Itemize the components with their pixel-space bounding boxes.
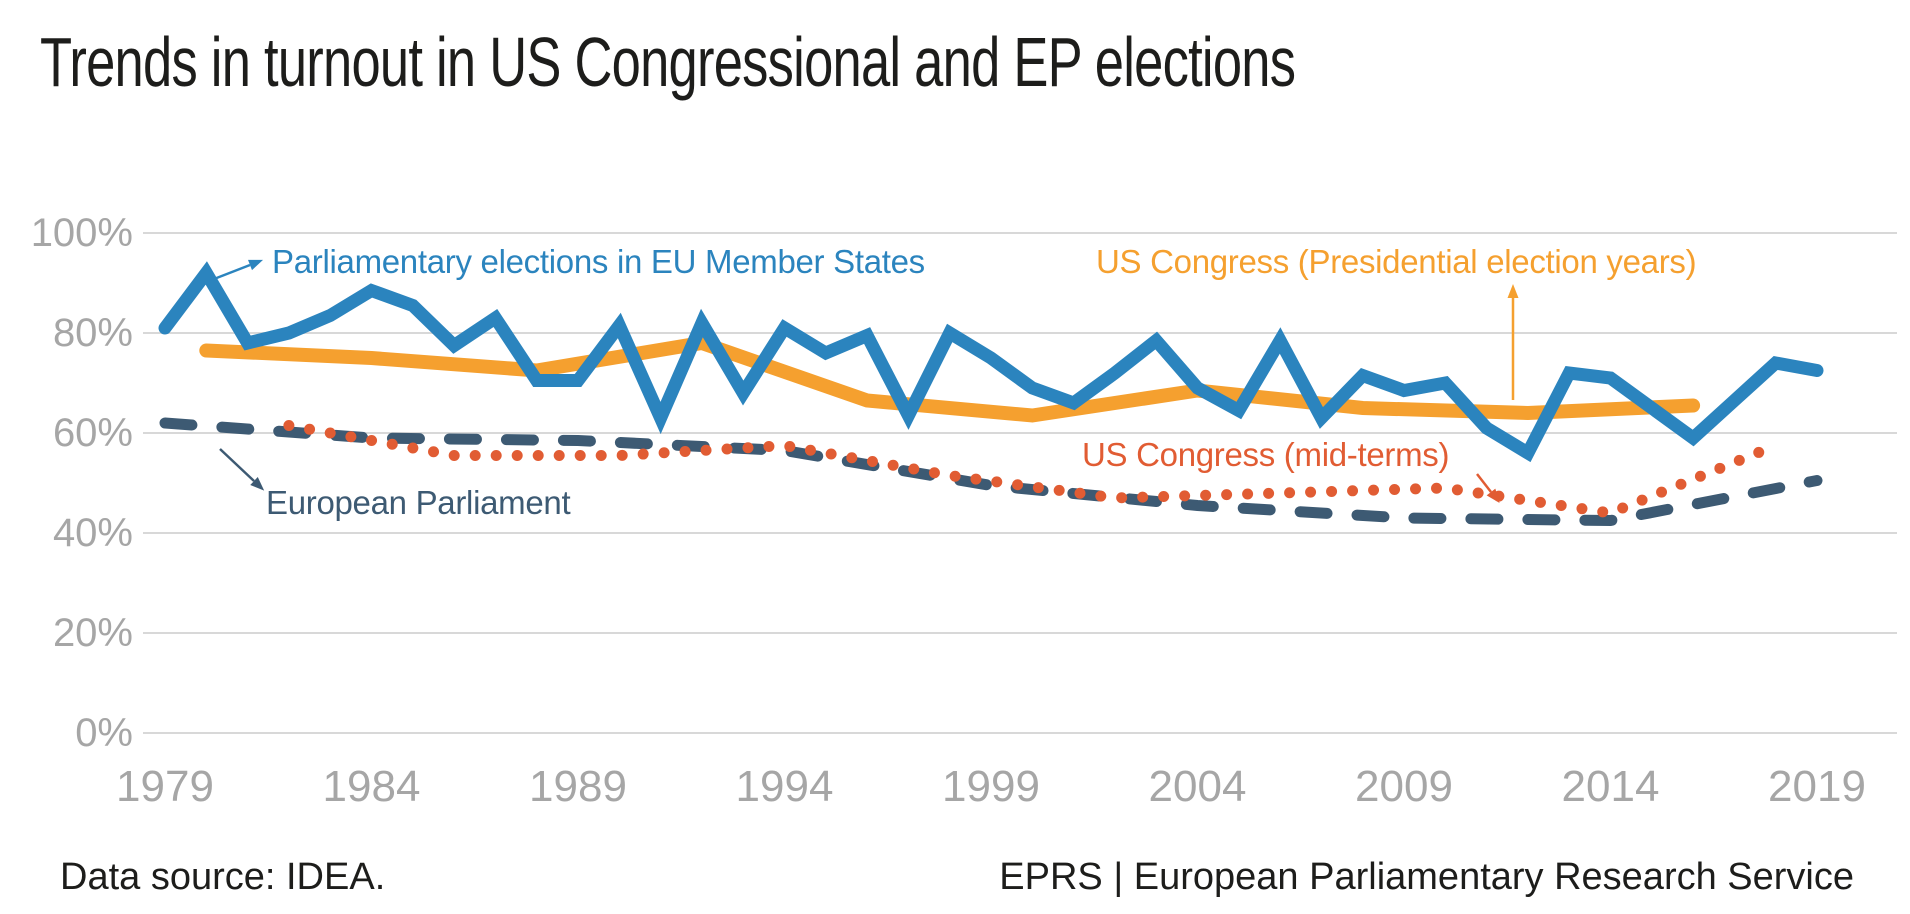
x-tick-label-2009: 2009 bbox=[1355, 762, 1453, 811]
annotation-arrow-line-eu-national bbox=[213, 263, 251, 281]
annotation-arrow-line-us-midterms bbox=[1476, 473, 1492, 493]
y-tick-label-60: 60% bbox=[52, 411, 133, 455]
x-tick-label-1989: 1989 bbox=[529, 762, 627, 811]
eprs-credit: EPRS | European Parliamentary Research S… bbox=[999, 856, 1854, 898]
series-line-us-midterms bbox=[283, 420, 1782, 519]
y-tick-label-100: 100% bbox=[30, 211, 133, 255]
x-tick-label-2019: 2019 bbox=[1768, 762, 1866, 811]
annotation-arrowhead-european-parliament bbox=[250, 476, 265, 491]
y-tick-label-80: 80% bbox=[52, 311, 133, 355]
annotation-arrow-line-european-parliament bbox=[219, 448, 255, 482]
annotation-arrowhead-us-midterms bbox=[1486, 488, 1500, 504]
series-label-eu-national: Parliamentary elections in EU Member Sta… bbox=[272, 243, 925, 280]
x-tick-label-1979: 1979 bbox=[116, 762, 214, 811]
y-tick-label-40: 40% bbox=[52, 511, 133, 555]
annotation-arrowhead-us-presidential bbox=[1507, 284, 1519, 298]
data-source-note: Data source: IDEA. bbox=[60, 856, 386, 898]
page-title: Trends in turnout in US Congressional an… bbox=[40, 23, 1296, 101]
x-tick-label-2014: 2014 bbox=[1561, 762, 1660, 811]
series-line-eu-national bbox=[158, 261, 1824, 463]
x-tick-label-1984: 1984 bbox=[322, 762, 421, 811]
series-label-us-midterms: US Congress (mid-terms) bbox=[1082, 436, 1450, 473]
x-tick-label-1994: 1994 bbox=[735, 762, 834, 811]
series-line-us-presidential bbox=[199, 335, 1701, 423]
annotation-arrowhead-eu-national bbox=[248, 259, 264, 271]
x-tick-label-2004: 2004 bbox=[1148, 762, 1247, 811]
series-label-us-presidential: US Congress (Presidential election years… bbox=[1096, 243, 1697, 280]
series-label-european-parliament: European Parliament bbox=[266, 484, 571, 521]
y-tick-label-0: 0% bbox=[75, 711, 133, 755]
y-tick-label-20: 20% bbox=[52, 611, 133, 655]
x-tick-label-1999: 1999 bbox=[942, 762, 1040, 811]
series-line-european-parliament bbox=[159, 417, 1823, 527]
